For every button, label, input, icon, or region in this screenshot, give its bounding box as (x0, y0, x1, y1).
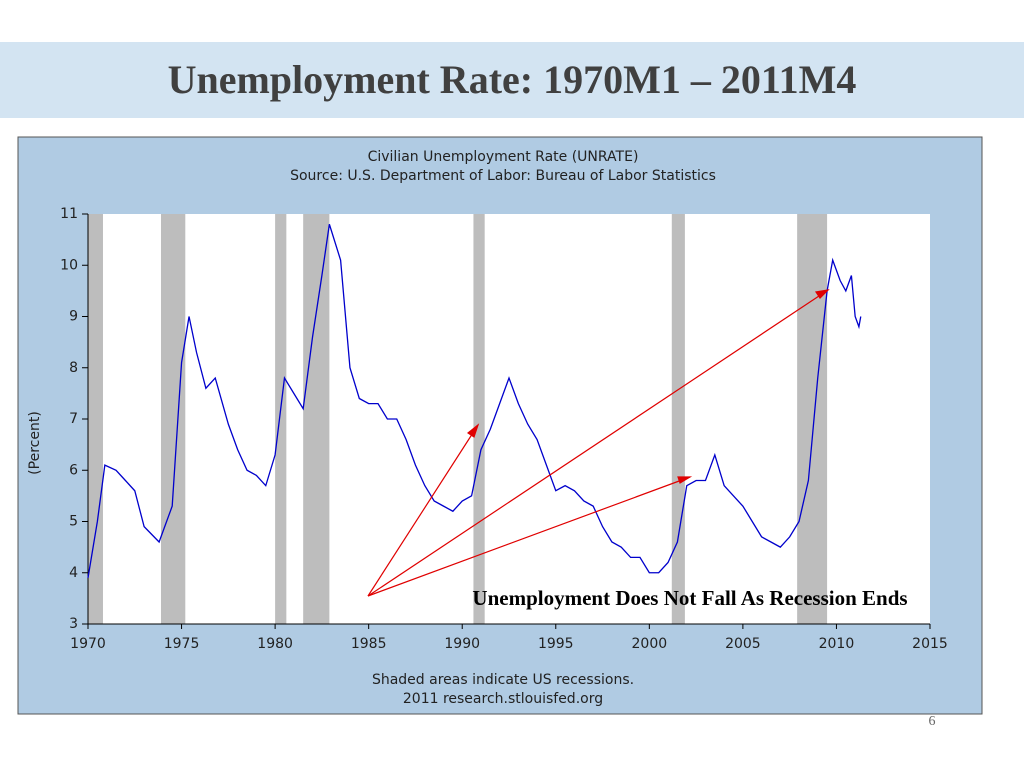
arrow (367, 289, 829, 597)
y-tick-label: 5 (69, 514, 78, 530)
page-number: 6 (929, 714, 936, 729)
x-tick-label: 2000 (632, 636, 668, 652)
arrow (367, 424, 479, 597)
arrowhead (814, 289, 830, 299)
y-tick-label: 10 (60, 257, 78, 273)
x-tick-label: 1970 (70, 636, 106, 652)
recession (671, 214, 685, 624)
plot: 3 4 5 6 7 8 9 10 11 1970 1975 1980 1985 1990 1995 2000 2… (60, 206, 948, 652)
chart-subtitle: Source: U.S. Department of Labor: Bureau… (290, 168, 716, 184)
footnote: Shaded areas indicate US recessions. (372, 672, 634, 688)
title-band (0, 42, 1024, 118)
y-tick-label: 9 (69, 309, 78, 325)
annotation: Unemployment Does Not Fall As Recession … (472, 586, 907, 610)
recession (88, 214, 103, 624)
y-tick-label: 7 (69, 411, 78, 427)
arrowhead (677, 476, 693, 484)
x-tick-label: 1985 (351, 636, 387, 652)
x-tick-label: 2005 (725, 636, 761, 652)
y-tick-label: 6 (69, 462, 78, 478)
x-tick-label: 1995 (538, 636, 574, 652)
series-line (87, 224, 862, 578)
footnote: 2011 research.stlouisfed.org (403, 691, 603, 707)
recession (797, 214, 828, 624)
x-tick-label: 2010 (819, 636, 855, 652)
y-tick-label: 3 (69, 616, 78, 632)
recession (303, 214, 330, 624)
arrowhead (466, 423, 480, 438)
x-tick-label: 2015 (912, 636, 948, 652)
arrow (367, 476, 691, 597)
y-tick-label: 11 (60, 206, 78, 222)
recession (275, 214, 287, 624)
x-tick-label: 1980 (257, 636, 293, 652)
x-tick-label: 1990 (444, 636, 480, 652)
plot-area (88, 214, 930, 624)
arrows (367, 289, 830, 597)
x-tick-label: 1975 (164, 636, 200, 652)
slide-title: Unemployment Rate: 1970M1 – 2011M4 (168, 57, 857, 102)
recession (160, 214, 186, 624)
chart-title: Civilian Unemployment Rate (UNRATE) (368, 149, 639, 165)
y-tick-label: 8 (69, 360, 78, 376)
recession (473, 214, 485, 624)
y-axis-label: (Percent) (27, 411, 43, 475)
y-tick-label: 4 (69, 565, 78, 581)
